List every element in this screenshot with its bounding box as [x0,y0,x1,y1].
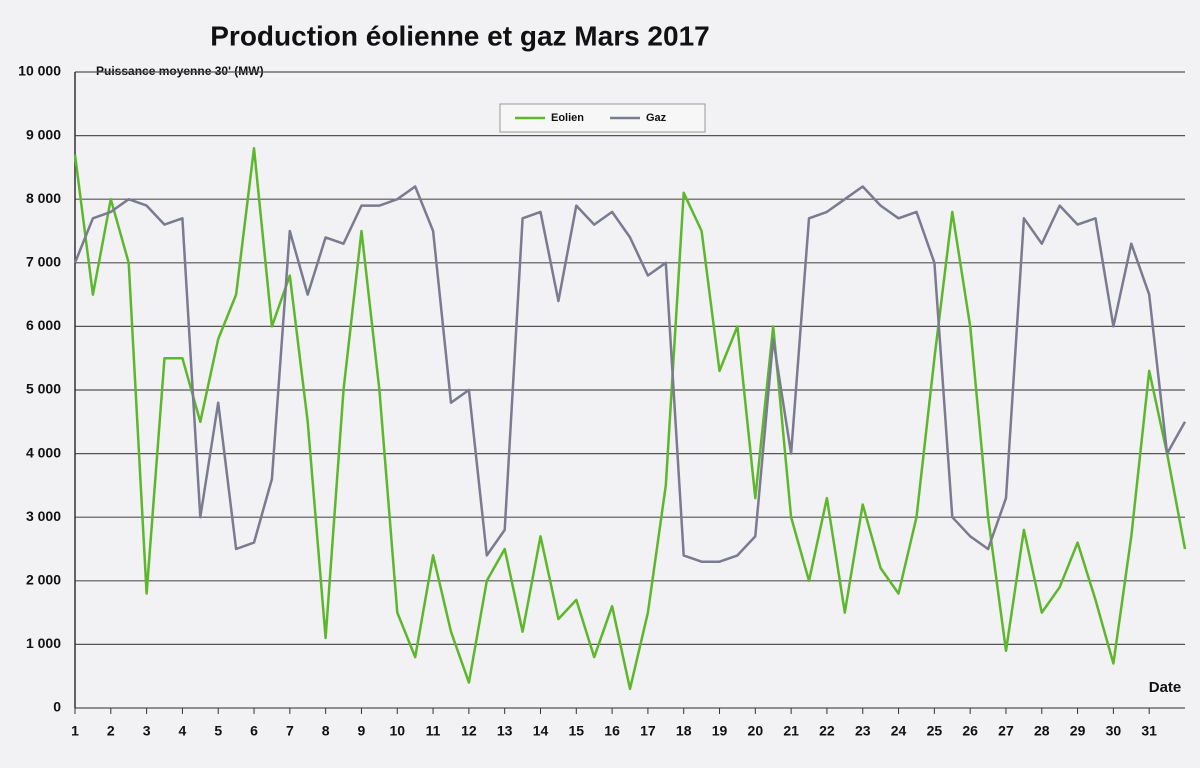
y-tick-label: 1 000 [26,635,61,651]
x-tick-label: 19 [712,723,728,739]
x-tick-label: 15 [569,723,585,739]
x-tick-label: 3 [143,723,151,739]
y-tick-label: 6 000 [26,317,61,333]
x-tick-label: 30 [1106,723,1122,739]
x-tick-label: 13 [497,723,513,739]
x-tick-label: 31 [1141,723,1157,739]
x-tick-label: 2 [107,723,115,739]
x-tick-label: 27 [998,723,1014,739]
x-tick-label: 12 [461,723,477,739]
x-tick-label: 17 [640,723,656,739]
x-tick-label: 24 [891,723,907,739]
x-tick-label: 21 [783,723,799,739]
chart-title: Production éolienne et gaz Mars 2017 [210,20,709,51]
x-tick-label: 6 [250,723,258,739]
y-tick-label: 4 000 [26,444,61,460]
x-tick-label: 28 [1034,723,1050,739]
y-tick-label: 7 000 [26,254,61,270]
series-line [73,185,1187,563]
x-tick-label: 20 [748,723,764,739]
series-line [73,147,1187,691]
legend-label: Eolien [551,112,584,124]
x-tick-label: 10 [389,723,405,739]
y-tick-label: 0 [53,699,61,715]
y-tick-label: 2 000 [26,572,61,588]
x-tick-label: 25 [927,723,943,739]
x-tick-label: 5 [214,723,222,739]
y-axis-label: Puissance moyenne 30' (MW) [96,64,264,78]
x-tick-label: 26 [962,723,978,739]
x-tick-label: 16 [604,723,620,739]
y-tick-label: 9 000 [26,126,61,142]
x-tick-label: 9 [358,723,366,739]
x-tick-label: 1 [71,723,79,739]
y-tick-label: 5 000 [26,381,61,397]
y-tick-label: 10 000 [18,63,61,79]
x-tick-label: 14 [533,723,549,739]
x-tick-label: 11 [426,723,441,739]
x-tick-label: 22 [819,723,835,739]
x-tick-label: 18 [676,723,692,739]
y-tick-label: 3 000 [26,508,61,524]
legend-label: Gaz [646,112,667,124]
y-tick-label: 8 000 [26,190,61,206]
x-axis-label: Date [1149,679,1182,696]
x-tick-label: 4 [179,723,187,739]
x-tick-label: 29 [1070,723,1086,739]
x-tick-label: 8 [322,723,330,739]
x-tick-label: 23 [855,723,871,739]
x-tick-label: 7 [286,723,294,739]
